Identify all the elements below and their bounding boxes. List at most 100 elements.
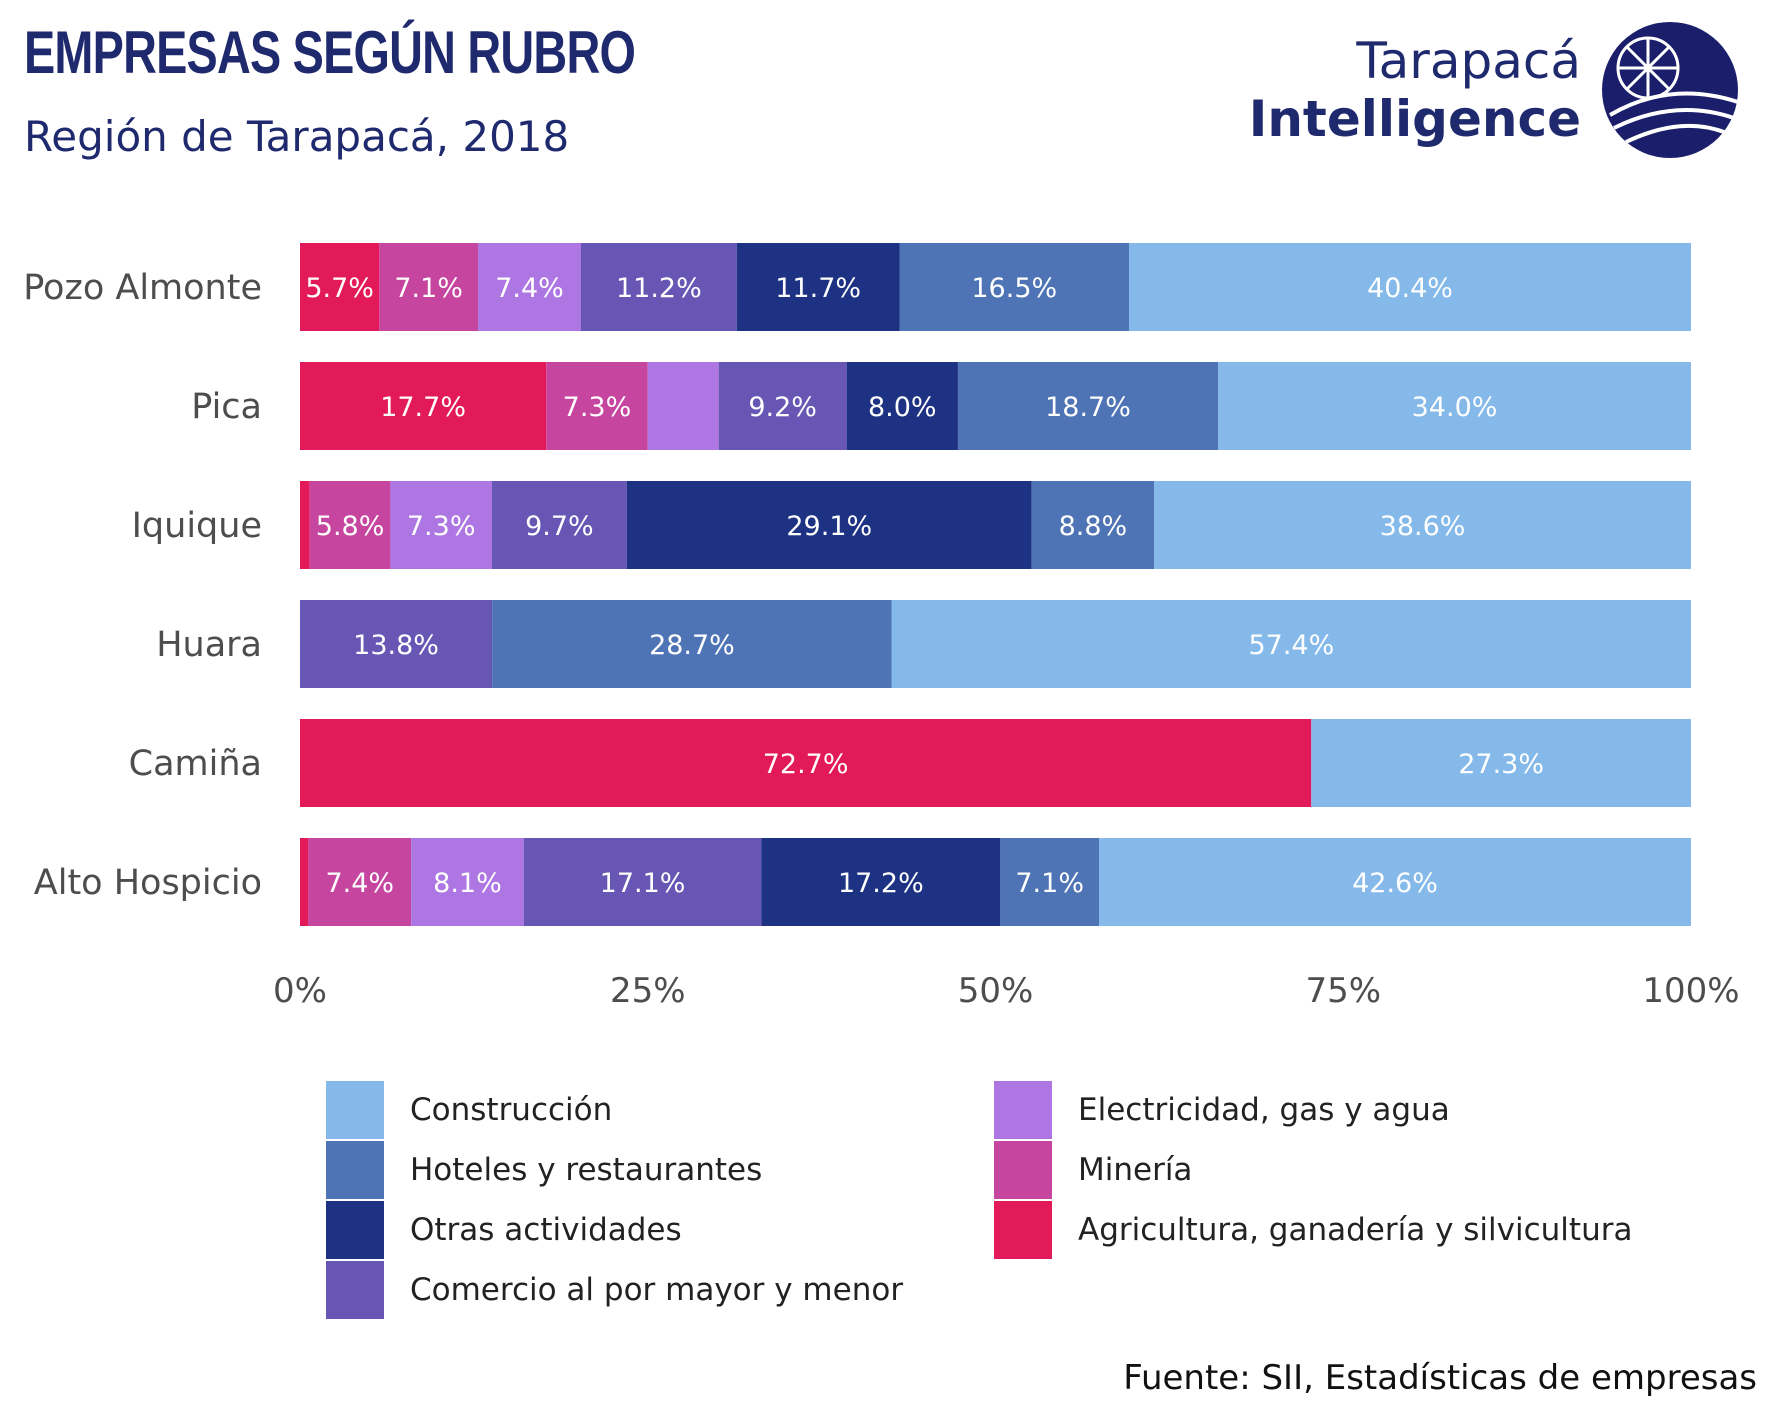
bar-segment	[846, 362, 958, 450]
bar-value-label: 28.7%	[649, 630, 735, 661]
legend-swatch	[994, 1081, 1052, 1139]
bar-segment	[891, 600, 1691, 688]
bar-segment	[1099, 838, 1691, 926]
legend-item: Comercio al por mayor y menor	[326, 1260, 903, 1320]
category-label: Iquique	[132, 506, 262, 546]
legend-label: Otras actividades	[410, 1212, 682, 1248]
legend-item: Agricultura, ganadería y silvicultura	[994, 1200, 1632, 1260]
bar-segment	[308, 838, 412, 926]
bar-segment	[390, 481, 492, 569]
bar-segment	[580, 243, 737, 331]
bar-value-label: 57.4%	[1248, 630, 1334, 661]
chart-subtitle: Región de Tarapacá, 2018	[24, 112, 570, 161]
bar-segment	[1129, 243, 1691, 331]
legend-swatch	[994, 1141, 1052, 1199]
x-tick-label: 75%	[1305, 971, 1381, 1011]
legend-item: Otras actividades	[326, 1200, 682, 1260]
bar-segment	[546, 362, 648, 450]
bar-segment	[647, 362, 719, 450]
bar-segment	[411, 838, 524, 926]
bar-segment	[492, 600, 892, 688]
bar-value-label: 40.4%	[1367, 273, 1453, 304]
logo-text-line1: Tarapacá	[1356, 32, 1581, 90]
legend-swatch	[326, 1261, 384, 1319]
legend-item: Construcción	[326, 1080, 612, 1140]
legend-item: Minería	[994, 1140, 1192, 1200]
bar-value-label: 9.2%	[748, 392, 817, 423]
bar-segment	[478, 243, 581, 331]
bar-segment	[736, 243, 900, 331]
source-note: Fuente: SII, Estadísticas de empresas	[1123, 1358, 1757, 1398]
bar-value-label: 17.2%	[838, 868, 924, 899]
bar-value-label: 9.7%	[525, 511, 594, 542]
category-label: Pica	[191, 387, 262, 427]
bar-value-label: 7.4%	[495, 273, 564, 304]
bar-segment	[1000, 838, 1100, 926]
bars-layer	[300, 243, 1691, 926]
x-tick-label: 50%	[958, 971, 1034, 1011]
bar-value-label: 27.3%	[1458, 749, 1544, 780]
bar-segment	[300, 362, 547, 450]
legend-swatch	[326, 1201, 384, 1259]
legend-item: Hoteles y restaurantes	[326, 1140, 762, 1200]
bar-value-label: 11.2%	[616, 273, 702, 304]
category-label: Alto Hospicio	[34, 863, 262, 903]
bar-value-label: 34.0%	[1412, 392, 1498, 423]
bar-segment	[300, 838, 309, 926]
legend-label: Electricidad, gas y agua	[1078, 1092, 1450, 1128]
bar-segment	[300, 481, 310, 569]
x-tick-label: 25%	[610, 971, 686, 1011]
category-label: Pozo Almonte	[23, 268, 262, 308]
legend-swatch	[994, 1201, 1052, 1259]
bar-segment	[523, 838, 762, 926]
bar-value-label: 13.8%	[353, 630, 439, 661]
bar-segment	[491, 481, 627, 569]
bar-labels-layer: 5.7% 7.1% 7.4% 11.2% 11.7% 16.5% 40.4% 17.7% 7.3…	[305, 273, 1544, 899]
bar-segment	[1031, 481, 1155, 569]
bar-value-label: 5.8%	[316, 511, 385, 542]
chart-title: EMPRESAS SEGÚN RUBRO	[24, 19, 636, 86]
bar-segment	[761, 838, 1001, 926]
logo-text-line2: Intelligence	[1248, 90, 1581, 148]
bar-segment	[300, 243, 380, 331]
legend-label: Comercio al por mayor y menor	[410, 1272, 904, 1308]
bar-segment	[718, 362, 847, 450]
legend-swatch	[326, 1141, 384, 1199]
x-tick-label: 0%	[273, 971, 327, 1011]
bar-value-label: 7.1%	[1015, 868, 1084, 899]
bar-value-label: 7.3%	[407, 511, 476, 542]
x-axis-ticks-layer: 0% 25% 50% 75% 100%	[273, 971, 1740, 1011]
bar-segment	[899, 243, 1130, 331]
bar-value-label: 8.8%	[1059, 511, 1128, 542]
bar-segment	[309, 481, 391, 569]
bar-segment	[1218, 362, 1691, 450]
bar-value-label: 7.1%	[394, 273, 463, 304]
bar-value-label: 8.1%	[433, 868, 502, 899]
bar-value-label: 17.7%	[380, 392, 466, 423]
bar-segment	[300, 719, 1312, 807]
bar-segment	[1311, 719, 1691, 807]
legend: Construcción Hoteles y restaurantes Otras …	[326, 1080, 1726, 1340]
bar-value-label: 16.5%	[971, 273, 1057, 304]
bar-value-label: 7.3%	[563, 392, 632, 423]
legend-label: Minería	[1078, 1152, 1193, 1188]
category-label: Camiña	[129, 744, 262, 784]
bar-segment	[957, 362, 1219, 450]
category-label: Huara	[156, 625, 262, 665]
legend-label: Hoteles y restaurantes	[410, 1152, 763, 1188]
bar-value-label: 38.6%	[1380, 511, 1466, 542]
bar-value-label: 7.4%	[325, 868, 394, 899]
bar-segment	[1154, 481, 1691, 569]
bar-value-label: 5.7%	[305, 273, 374, 304]
bar-value-label: 72.7%	[763, 749, 849, 780]
globe-emblem-icon	[1602, 22, 1739, 158]
bar-segment	[626, 481, 1032, 569]
legend-item: Electricidad, gas y agua	[994, 1080, 1450, 1140]
bar-segment	[300, 600, 493, 688]
bar-value-label: 29.1%	[786, 511, 872, 542]
bar-segment	[379, 243, 479, 331]
category-labels-layer: Pozo Almonte Pica Iquique Huara Camiña Alto H…	[23, 268, 262, 903]
bar-value-label: 11.7%	[775, 273, 861, 304]
legend-label: Agricultura, ganadería y silvicultura	[1078, 1212, 1633, 1248]
bar-value-label: 17.1%	[600, 868, 686, 899]
